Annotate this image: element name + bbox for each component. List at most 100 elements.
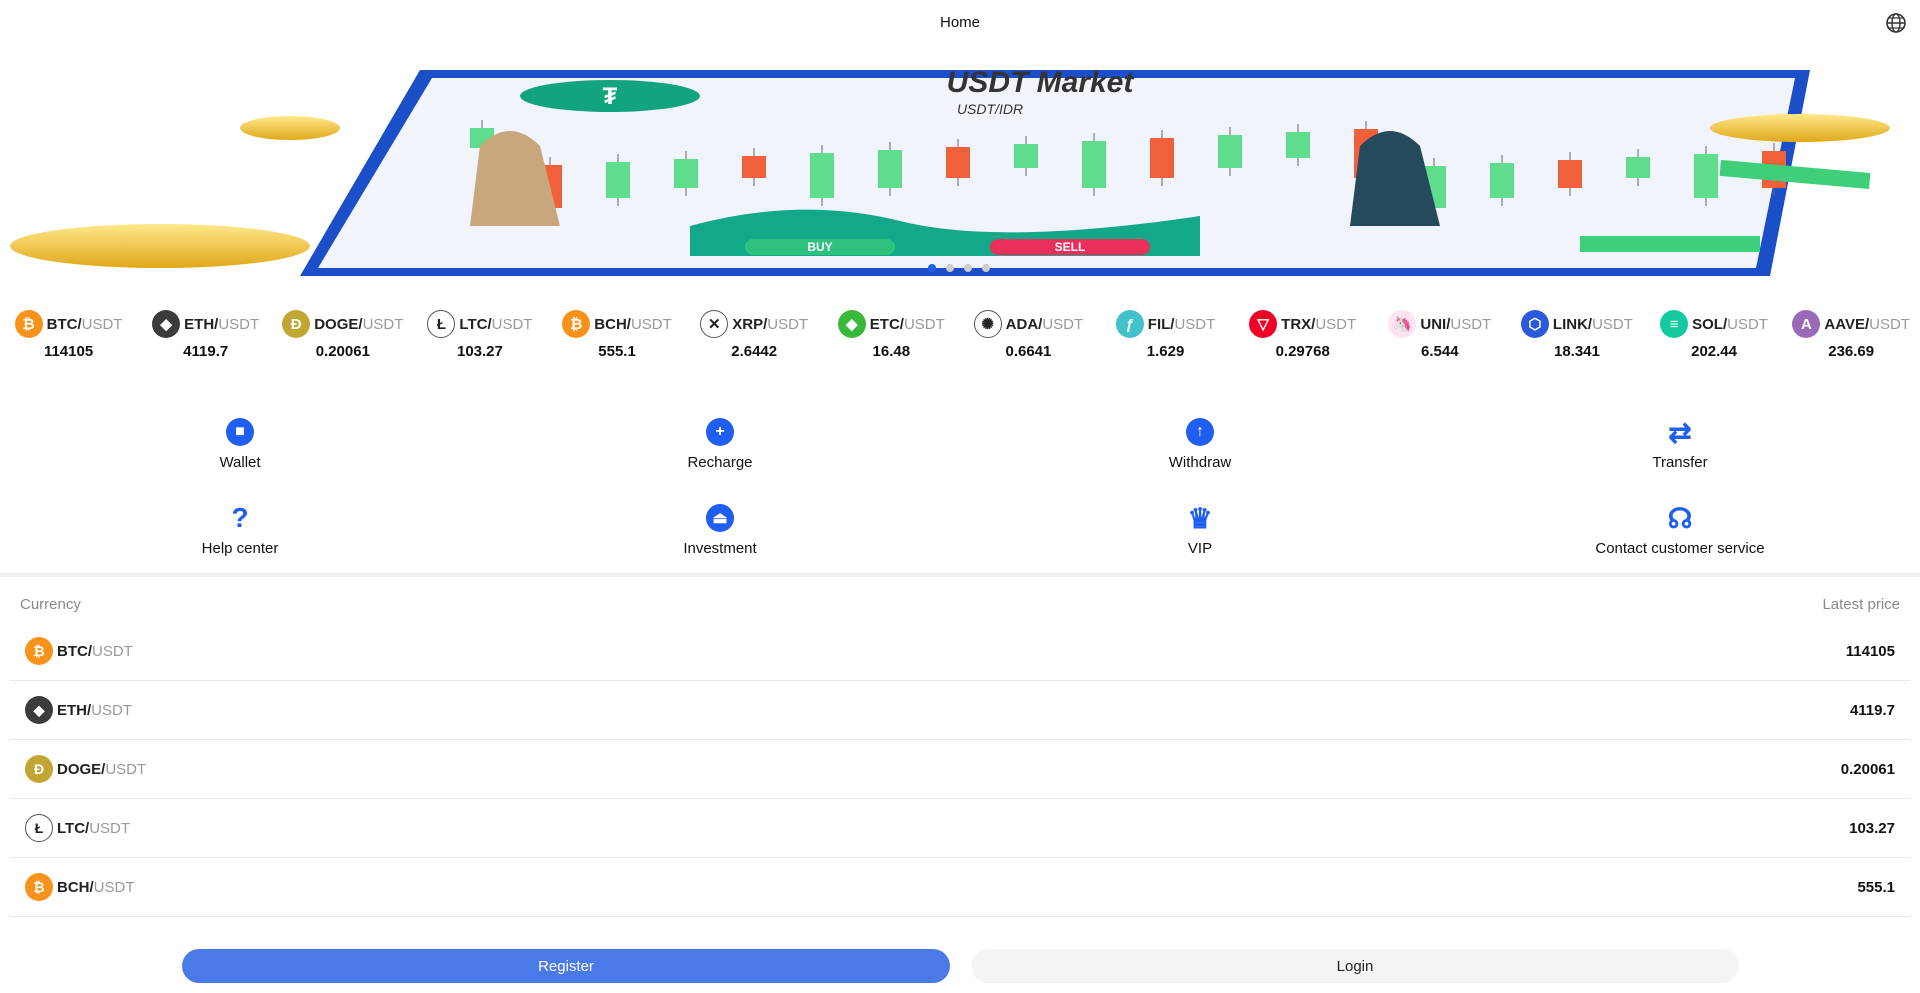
- coin-icon: Ł: [25, 814, 53, 842]
- carousel-dot[interactable]: [964, 264, 972, 272]
- coin-icon: ✺: [973, 310, 1002, 338]
- coin-icon: ◆: [152, 310, 181, 338]
- headset-icon: ☊: [1667, 502, 1693, 534]
- action-label: Recharge: [687, 454, 753, 471]
- table-row[interactable]: ₿ BTC/USDT 114105: [10, 622, 1910, 681]
- latest-price: 555.1: [1857, 878, 1895, 896]
- action-help-center[interactable]: ? Help center: [0, 502, 480, 564]
- pair-quote: USDT: [1042, 315, 1084, 333]
- ticker-item[interactable]: Ð DOGE/USDT 0.20061: [274, 309, 411, 360]
- ticker-price: 16.48: [872, 343, 911, 360]
- action-investment[interactable]: ⏏ Investment: [480, 504, 960, 564]
- action-vip[interactable]: ♛ VIP: [960, 503, 1440, 564]
- coin-icon: ₿: [25, 637, 53, 665]
- action-label: Contact customer service: [1595, 540, 1765, 557]
- carousel-dot[interactable]: [982, 264, 990, 272]
- pair-symbol: FIL/: [1147, 315, 1175, 333]
- candle: [946, 147, 970, 178]
- ticker-item[interactable]: ◆ ETH/USDT 4119.7: [137, 309, 274, 360]
- pair-symbol: LTC/: [57, 819, 90, 837]
- table-row[interactable]: Ð DOGE/USDT 0.20061: [10, 740, 1910, 799]
- col-currency: Currency: [20, 596, 81, 613]
- pair-quote: USDT: [105, 760, 147, 778]
- pair-symbol: LINK/: [1552, 315, 1593, 333]
- ticker-price: 202.44: [1691, 343, 1737, 360]
- ticker-item[interactable]: A AAVE/USDT 236.69: [1783, 309, 1920, 360]
- action-withdraw[interactable]: ↑ Withdraw: [960, 418, 1440, 478]
- register-button[interactable]: Register: [182, 949, 950, 983]
- ticker-price: 18.341: [1553, 343, 1600, 360]
- candle: [606, 162, 630, 198]
- ticker-item[interactable]: Ł LTC/USDT 103.27: [411, 309, 548, 360]
- wallet-icon: ■: [226, 418, 254, 446]
- action-wallet[interactable]: ■ Wallet: [0, 418, 480, 478]
- coin-icon: ◆: [837, 310, 866, 338]
- carousel-dot[interactable]: [946, 264, 954, 272]
- pair-quote: USDT: [81, 315, 123, 333]
- table-row[interactable]: ◆ ETH/USDT 4119.7: [10, 681, 1910, 740]
- globe-icon[interactable]: [1885, 12, 1907, 34]
- pair-symbol: DOGE/: [314, 315, 363, 333]
- coin-icon: ⬡: [1520, 310, 1549, 338]
- ticker-item[interactable]: ₿ BCH/USDT 555.1: [549, 309, 686, 360]
- pair-quote: USDT: [630, 315, 672, 333]
- ticker-item[interactable]: ✺ ADA/USDT 0.6641: [960, 309, 1097, 360]
- candle: [742, 156, 766, 178]
- coin-icon: ▽: [1249, 310, 1278, 338]
- pair-symbol: DOGE/: [57, 760, 106, 778]
- coin-icon: ◆: [25, 696, 53, 724]
- plus-icon: +: [706, 418, 734, 446]
- ticker-item[interactable]: ◆ ETC/USDT 16.48: [823, 309, 960, 360]
- login-button[interactable]: Login: [971, 949, 1739, 983]
- ticker-item[interactable]: ƒ FIL/USDT 1.629: [1097, 309, 1234, 360]
- candle: [1218, 135, 1242, 168]
- action-contact-customer-service[interactable]: ☊ Contact customer service: [1440, 502, 1920, 564]
- coin-icon: Ð: [25, 755, 53, 783]
- page-title: Home: [939, 14, 980, 31]
- help-document-icon: ?: [231, 502, 249, 533]
- action-recharge[interactable]: + Recharge: [480, 418, 960, 478]
- pair-quote: USDT: [92, 642, 133, 660]
- banner-illustration: ₮ USDT Market USDT/IDR BUY SELL: [10, 66, 1890, 276]
- pair-quote: USDT: [1592, 315, 1633, 333]
- table-row[interactable]: ₿ BCH/USDT 555.1: [10, 858, 1910, 917]
- ticker-price: 0.20061: [315, 343, 370, 360]
- coin-left: [10, 224, 310, 268]
- candle: [1694, 154, 1718, 198]
- pair-quote: USDT: [218, 315, 260, 333]
- coin-icon: ₿: [25, 873, 53, 901]
- candle: [810, 153, 834, 198]
- promo-banner[interactable]: ₮ USDT Market USDT/IDR BUY SELL: [0, 46, 1920, 282]
- action-transfer[interactable]: ⇄ Transfer: [1440, 417, 1920, 478]
- carousel-dot[interactable]: [928, 264, 936, 272]
- coin-icon: ≡: [1660, 310, 1689, 338]
- pair-symbol: AAVE/: [1824, 315, 1870, 333]
- ticker-item[interactable]: ✕ XRP/USDT 2.6442: [686, 309, 823, 360]
- ticker-item[interactable]: ⬡ LINK/USDT 18.341: [1508, 309, 1645, 360]
- pair-quote: USDT: [89, 819, 131, 837]
- pair-quote: USDT: [91, 701, 133, 719]
- candle: [1558, 160, 1582, 188]
- auth-bar: Register Login: [0, 949, 1920, 993]
- pair-quote: USDT: [362, 315, 404, 333]
- pair-quote: USDT: [903, 315, 945, 333]
- pair-symbol: BTC/: [57, 642, 92, 660]
- pair-quote: USDT: [1315, 315, 1357, 333]
- pair-symbol: TRX/: [1281, 315, 1316, 333]
- coin-icon: ₿: [562, 310, 591, 338]
- action-label: VIP: [1187, 540, 1213, 557]
- ticker-item[interactable]: 🦄 UNI/USDT 6.544: [1371, 309, 1508, 360]
- ticker-price: 6.544: [1421, 343, 1459, 360]
- ticker-item[interactable]: ▽ TRX/USDT 0.29768: [1234, 309, 1371, 360]
- top-bar: Home: [0, 0, 1920, 46]
- ticker-price: 2.6442: [731, 343, 778, 360]
- candle: [878, 150, 902, 188]
- ticker-item[interactable]: ₿ BTC/USDT 114105: [0, 309, 137, 360]
- table-row[interactable]: Ł LTC/USDT 103.27: [10, 799, 1910, 858]
- pair-symbol: XRP/: [732, 315, 768, 333]
- ticker-price: 0.6641: [1005, 343, 1052, 360]
- pair-quote: USDT: [1727, 315, 1768, 333]
- price-ticker: ₿ BTC/USDT 114105 ◆ ETH/USDT 4119.7 Ð DOGE/USDT…: [0, 309, 1920, 360]
- ticker-item[interactable]: ≡ SOL/USDT 202.44: [1646, 309, 1783, 360]
- ticker-price: 0.29768: [1275, 343, 1330, 360]
